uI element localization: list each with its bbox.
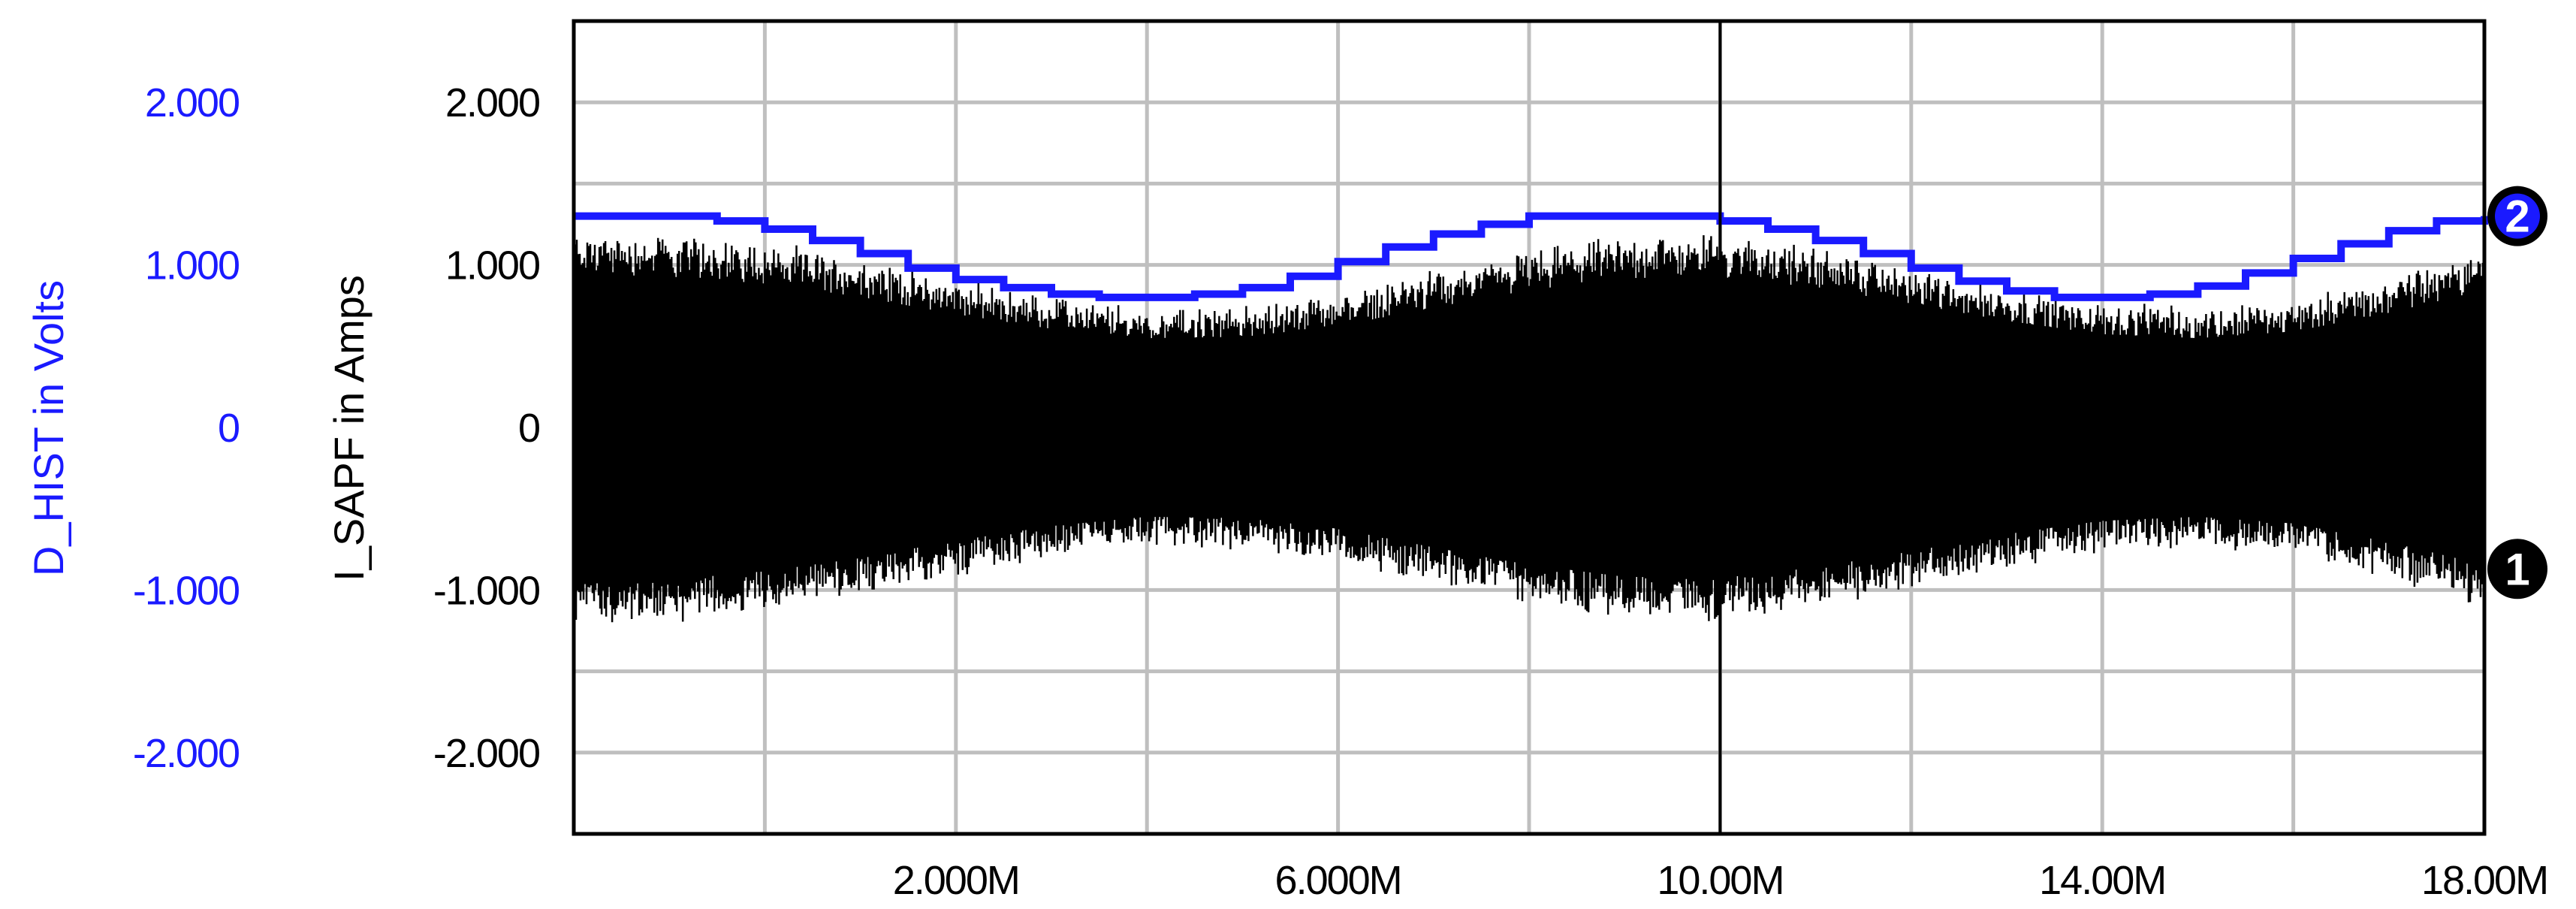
x-tick-label: 10.00M (1657, 858, 1783, 903)
primary-y-axis-title: I_SAPF in Amps (325, 275, 373, 581)
series-1-marker-label: 1 (2505, 544, 2529, 594)
series-2-line (574, 212, 2488, 301)
series-2-step-line (574, 212, 2488, 301)
secondary-y-axis-ticks: 2.000 1.000 0 -1.000 -2.000 (133, 80, 240, 776)
x-tick-label: 2.000M (893, 858, 1019, 903)
series-1-noise-band (572, 235, 2486, 623)
x-tick-label: 14.00M (2039, 858, 2165, 903)
x-axis-ticks: 2.000M 6.000M 10.00M 14.00M 18.00M (893, 858, 2549, 903)
series-1-line (572, 235, 2486, 623)
primary-y-tick-label: -2.000 (433, 731, 539, 776)
primary-y-tick-label: -1.000 (433, 568, 539, 613)
series-2-marker-label: 2 (2505, 192, 2529, 242)
primary-y-tick-label: 0 (518, 406, 539, 451)
secondary-y-axis-title: D_HIST in Volts (25, 280, 72, 576)
primary-y-axis-ticks: 2.000 1.000 0 -1.000 -2.000 (433, 80, 541, 776)
secondary-y-tick-label: -1.000 (133, 568, 239, 613)
series-2-marker-inner (2495, 193, 2540, 239)
secondary-y-tick-label: -2.000 (133, 731, 239, 776)
secondary-y-tick-label: 0 (218, 406, 239, 451)
primary-y-tick-label: 1.000 (445, 243, 539, 288)
series-markers: 21 (2487, 186, 2547, 599)
secondary-y-tick-label: 1.000 (145, 243, 239, 288)
x-tick-label: 6.000M (1275, 858, 1401, 903)
x-tick-label: 18.00M (2421, 858, 2547, 903)
series-1-marker (2487, 539, 2547, 599)
primary-y-tick-label: 2.000 (445, 80, 539, 125)
secondary-y-tick-label: 2.000 (145, 80, 239, 125)
plot-frame (572, 19, 2487, 836)
